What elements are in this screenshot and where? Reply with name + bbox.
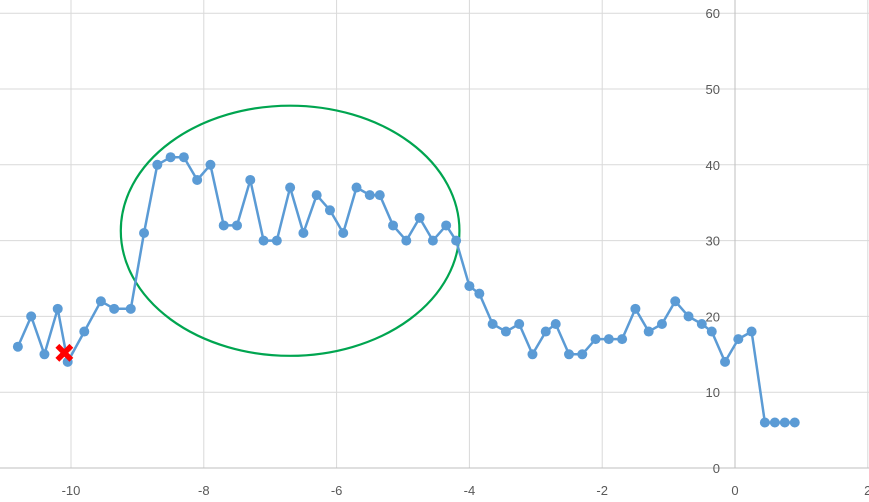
highlight-ellipse-layer — [119, 104, 461, 357]
data-point — [746, 326, 757, 337]
y-tick-label: 10 — [706, 385, 720, 400]
data-point — [733, 334, 744, 345]
data-point — [577, 349, 588, 360]
data-point — [245, 174, 256, 185]
data-point — [474, 288, 485, 299]
data-point — [670, 296, 681, 307]
x-tick-label: -10 — [62, 483, 81, 498]
data-point — [39, 349, 50, 360]
data-point — [95, 296, 106, 307]
data-point — [769, 417, 780, 428]
data-point — [152, 159, 163, 170]
y-tick-labels: 0 10 20 30 40 50 60 — [706, 6, 720, 476]
data-point — [26, 311, 37, 322]
data-point — [696, 318, 707, 329]
data-point — [192, 174, 203, 185]
data-point — [271, 235, 282, 246]
data-point — [139, 228, 150, 239]
data-point — [527, 349, 538, 360]
data-point — [374, 190, 385, 201]
data-point — [401, 235, 412, 246]
data-point — [451, 235, 462, 246]
x-tick-label: -2 — [596, 483, 608, 498]
data-point — [285, 182, 296, 193]
data-point — [514, 318, 525, 329]
x-tick-label: -6 — [331, 483, 343, 498]
data-point — [414, 212, 425, 223]
data-point — [298, 228, 309, 239]
data-point — [656, 318, 667, 329]
y-tick-label: 50 — [706, 82, 720, 97]
data-point — [550, 318, 561, 329]
data-point — [464, 281, 475, 292]
y-tick-label: 60 — [706, 6, 720, 21]
gridlines — [0, 0, 869, 469]
y-tick-label: 0 — [713, 461, 720, 476]
data-point — [720, 356, 731, 367]
data-point — [487, 318, 498, 329]
data-point — [759, 417, 770, 428]
data-point — [441, 220, 452, 231]
data-point — [109, 303, 120, 314]
data-point — [617, 334, 628, 345]
x-tick-label: 2 — [864, 483, 869, 498]
marker-layer — [55, 343, 74, 362]
data-point — [232, 220, 242, 231]
data-point — [590, 334, 601, 345]
data-point — [12, 341, 23, 352]
data-point — [388, 220, 399, 231]
data-point — [706, 326, 717, 337]
data-point — [500, 326, 511, 337]
x-tick-label: 0 — [731, 483, 738, 498]
data-point — [789, 417, 800, 428]
data-point — [427, 235, 438, 246]
y-tick-label: 40 — [706, 158, 720, 173]
y-tick-label: 20 — [706, 309, 720, 324]
data-point — [603, 334, 614, 345]
data-point — [643, 326, 654, 337]
data-point — [683, 311, 694, 322]
data-point — [178, 152, 189, 163]
data-point — [79, 326, 90, 337]
data-series — [12, 152, 800, 428]
x-tick-labels: -10 -8 -6 -4 -2 0 2 — [62, 483, 869, 498]
data-point — [351, 182, 362, 193]
data-point — [258, 235, 269, 246]
data-point — [630, 303, 641, 314]
data-point — [564, 349, 574, 360]
x-tick-label: -8 — [198, 483, 210, 498]
data-point — [364, 190, 375, 201]
x-tick-label: -4 — [464, 483, 476, 498]
data-point — [165, 152, 176, 163]
highlight-ellipse — [119, 104, 461, 357]
data-point — [540, 326, 551, 337]
data-point — [52, 303, 63, 314]
y-tick-label: 30 — [706, 234, 720, 249]
data-point — [218, 220, 229, 231]
data-point — [205, 159, 216, 170]
series-line — [16, 155, 795, 424]
data-point — [338, 228, 349, 239]
data-point — [324, 205, 335, 216]
data-point — [779, 417, 790, 428]
data-point — [125, 303, 136, 314]
red-x-marker — [55, 343, 74, 362]
data-point — [311, 190, 322, 201]
